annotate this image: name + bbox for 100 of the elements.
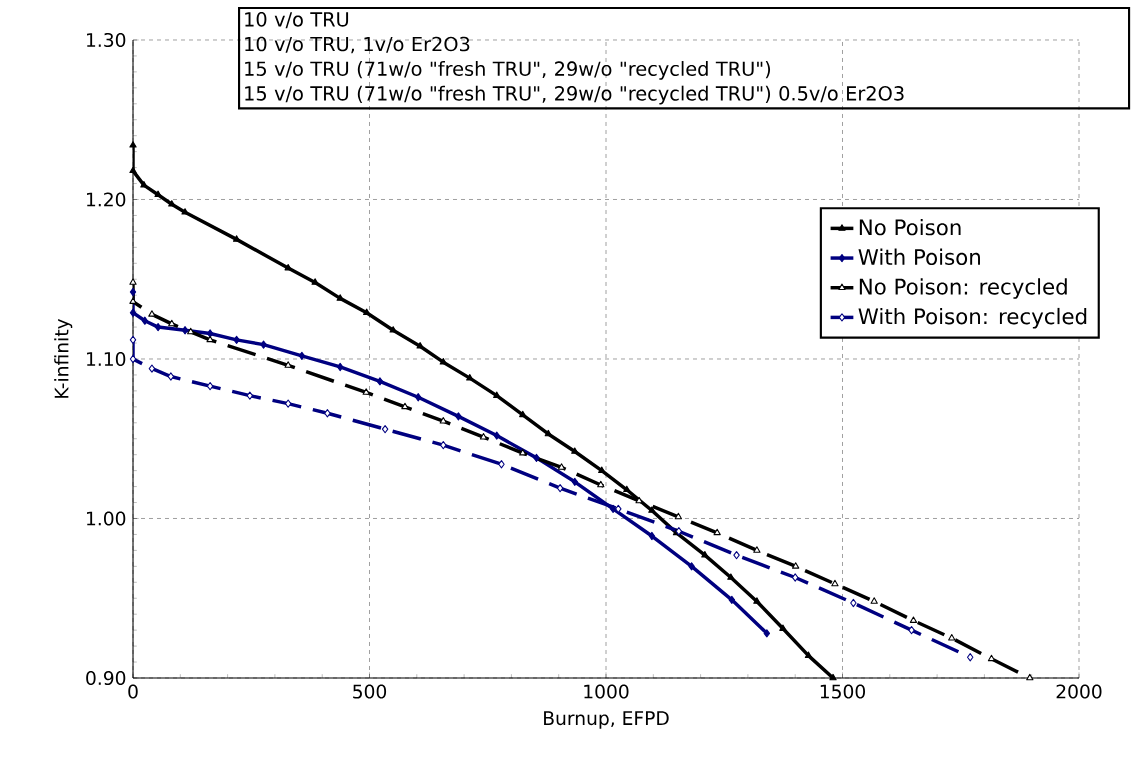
x-tick-label: 500 — [353, 684, 387, 699]
point — [168, 319, 176, 327]
point — [966, 653, 974, 662]
legend-label: With Poison: recycled — [858, 307, 1087, 329]
point — [733, 551, 740, 560]
point — [206, 329, 214, 338]
point — [804, 651, 813, 658]
point — [362, 388, 370, 395]
point — [479, 433, 488, 440]
point — [519, 410, 527, 418]
point — [154, 190, 162, 198]
point — [401, 402, 409, 410]
point — [466, 373, 474, 381]
y-tick-label: 1.30 — [87, 32, 126, 48]
point — [727, 573, 735, 580]
point — [440, 440, 447, 450]
legend-label: With Poison — [858, 248, 980, 266]
point — [753, 546, 761, 553]
point — [246, 391, 254, 400]
point — [181, 208, 189, 215]
point — [148, 310, 156, 317]
point — [870, 597, 878, 604]
point — [493, 431, 500, 440]
y-tick-label: 1.20 — [87, 192, 126, 207]
point — [336, 362, 344, 372]
point — [336, 294, 344, 301]
point — [557, 463, 566, 470]
annotation: 15 v/o TRU (71w/o "fresh TRU", 29w/o "recycled TRU") — [245, 61, 771, 80]
annotation: 10 v/o TRU, 1v/o Er2O3 — [245, 36, 470, 54]
point — [187, 327, 195, 335]
point — [167, 372, 175, 381]
point — [498, 460, 505, 469]
point — [311, 278, 319, 285]
point — [648, 531, 656, 541]
point — [792, 562, 800, 569]
point — [284, 263, 292, 271]
point — [206, 335, 214, 343]
point — [533, 453, 540, 463]
point — [129, 308, 137, 317]
y-tick-label: 1.10 — [87, 351, 126, 367]
point — [154, 322, 162, 332]
point — [713, 528, 721, 536]
point — [556, 484, 564, 493]
y-axis-title: K-infinity — [54, 318, 73, 398]
point — [753, 597, 761, 604]
point — [544, 429, 552, 437]
point — [1026, 673, 1034, 681]
point — [779, 624, 787, 631]
legend-label: No Poison — [859, 218, 961, 236]
point — [763, 629, 771, 638]
point — [129, 354, 137, 364]
y-tick-label: 1.00 — [87, 511, 126, 526]
point — [324, 409, 331, 418]
point — [260, 340, 267, 349]
point — [597, 480, 605, 488]
point — [908, 626, 915, 635]
point — [674, 512, 683, 520]
point — [728, 595, 736, 604]
point — [140, 181, 148, 188]
point — [181, 326, 189, 335]
x-tick-label: 2000 — [1056, 684, 1102, 699]
point — [948, 633, 956, 641]
point — [439, 417, 447, 424]
point — [688, 562, 695, 571]
point — [129, 141, 137, 148]
point — [623, 485, 631, 493]
point — [829, 673, 837, 681]
point — [389, 326, 397, 333]
point — [571, 477, 579, 486]
point — [129, 166, 137, 174]
point — [493, 391, 501, 399]
point — [519, 448, 527, 456]
point — [414, 393, 422, 402]
annotation: 15 v/o TRU (71w/o "fresh TRU", 29w/o "recycled TRU") 0.5v/o Er2O3 — [245, 85, 904, 105]
point — [206, 381, 214, 391]
point — [701, 551, 709, 558]
point — [168, 200, 176, 207]
point — [615, 504, 622, 514]
point — [416, 342, 424, 349]
y-tick-label: 0.90 — [86, 670, 126, 686]
point — [850, 598, 857, 608]
point — [298, 351, 306, 360]
point — [284, 361, 292, 368]
point — [791, 573, 799, 582]
point — [381, 425, 389, 434]
point — [439, 358, 447, 365]
point — [129, 335, 137, 344]
point — [284, 399, 292, 408]
point — [831, 579, 839, 587]
point — [635, 496, 643, 504]
point — [148, 364, 156, 373]
text: 10 v/o TRU — [245, 12, 349, 29]
point — [648, 506, 656, 513]
point — [609, 504, 617, 514]
point — [129, 287, 137, 297]
point — [363, 308, 371, 316]
point — [233, 335, 240, 344]
x-tick-label: 1500 — [820, 684, 866, 699]
point — [141, 316, 149, 325]
x-axis-title: Burnup, EFPD — [544, 711, 669, 729]
